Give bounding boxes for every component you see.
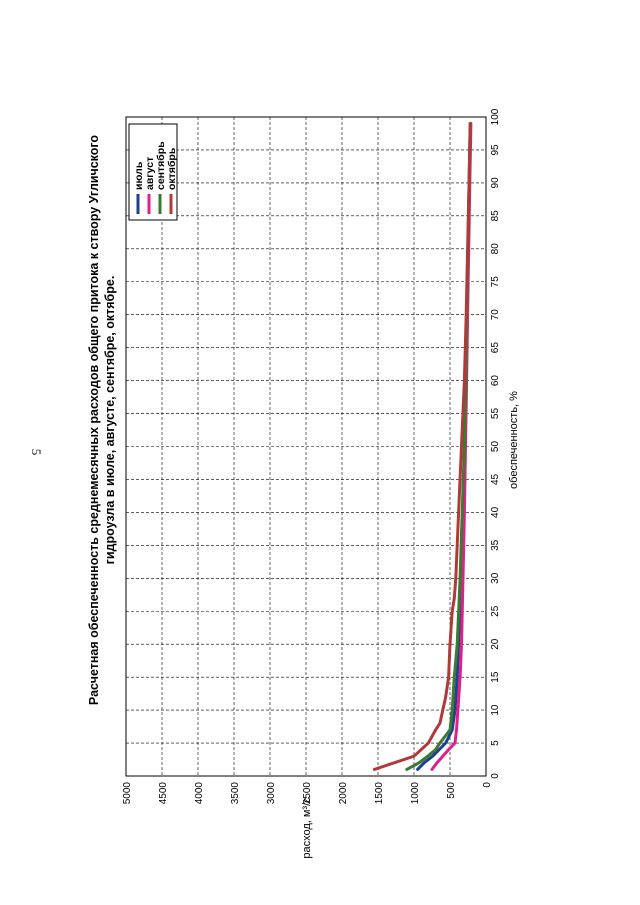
- x-tick-label: 60: [490, 375, 501, 387]
- x-tick-label: 45: [490, 473, 501, 485]
- tick-labels: 0500100015002000250030003500400045005000…: [122, 108, 501, 804]
- y-tick-label: 2500: [302, 782, 313, 805]
- legend: июль август сентябрь октябрь: [128, 123, 178, 221]
- x-tick-label: 65: [490, 342, 501, 354]
- x-tick-label: 80: [490, 243, 501, 255]
- plot-border: [125, 116, 487, 777]
- x-tick-label: 5: [490, 740, 501, 746]
- chart-title: Расчетная обеспеченность среднемесячных …: [87, 135, 117, 705]
- x-tick-label: 70: [490, 309, 501, 321]
- chart-title-line-2: гидроузла в июле, августе, сентябре, окт…: [103, 276, 117, 565]
- y-tick-label: 5000: [122, 782, 133, 805]
- x-tick-label: 95: [490, 144, 501, 156]
- x-tick-label: 0: [490, 773, 501, 779]
- x-tick-label: 20: [490, 638, 501, 650]
- x-tick-label: 40: [490, 506, 501, 518]
- legend-label: октябрь: [166, 147, 178, 190]
- legend-label: август: [144, 157, 156, 190]
- x-tick-label: 15: [490, 671, 501, 683]
- y-tick-label: 4000: [194, 782, 205, 805]
- x-tick-label: 10: [490, 704, 501, 716]
- plot-area: [125, 116, 487, 777]
- y-tick-label: 3500: [230, 782, 241, 805]
- y-tick-label: 1500: [374, 782, 385, 805]
- legend-label: июль: [133, 161, 145, 190]
- x-tick-label: 30: [490, 572, 501, 584]
- y-tick-label: 4500: [158, 782, 169, 805]
- y-tick-label: 1000: [410, 782, 421, 805]
- y-axis-label: расход, м³/с: [301, 797, 313, 859]
- y-tick-label: 500: [446, 782, 457, 799]
- legend-label: сентябрь: [155, 141, 167, 190]
- x-tick-label: 35: [490, 539, 501, 551]
- chart-title-line-1: Расчетная обеспеченность среднемесячных …: [87, 135, 101, 705]
- y-tick-label: 3000: [266, 782, 277, 805]
- y-tick-label: 2000: [338, 782, 349, 805]
- y-tick-label: 0: [482, 782, 493, 788]
- x-tick-label: 100: [490, 108, 501, 125]
- x-tick-label: 50: [490, 441, 501, 453]
- x-tick-label: 75: [490, 276, 501, 288]
- x-tick-label: 55: [490, 408, 501, 420]
- x-tick-label: 85: [490, 210, 501, 222]
- x-tick-label: 25: [490, 605, 501, 617]
- series-line-4: [372, 122, 472, 771]
- x-axis-label: обеспеченность, %: [508, 391, 520, 489]
- x-tick-label: 90: [490, 177, 501, 189]
